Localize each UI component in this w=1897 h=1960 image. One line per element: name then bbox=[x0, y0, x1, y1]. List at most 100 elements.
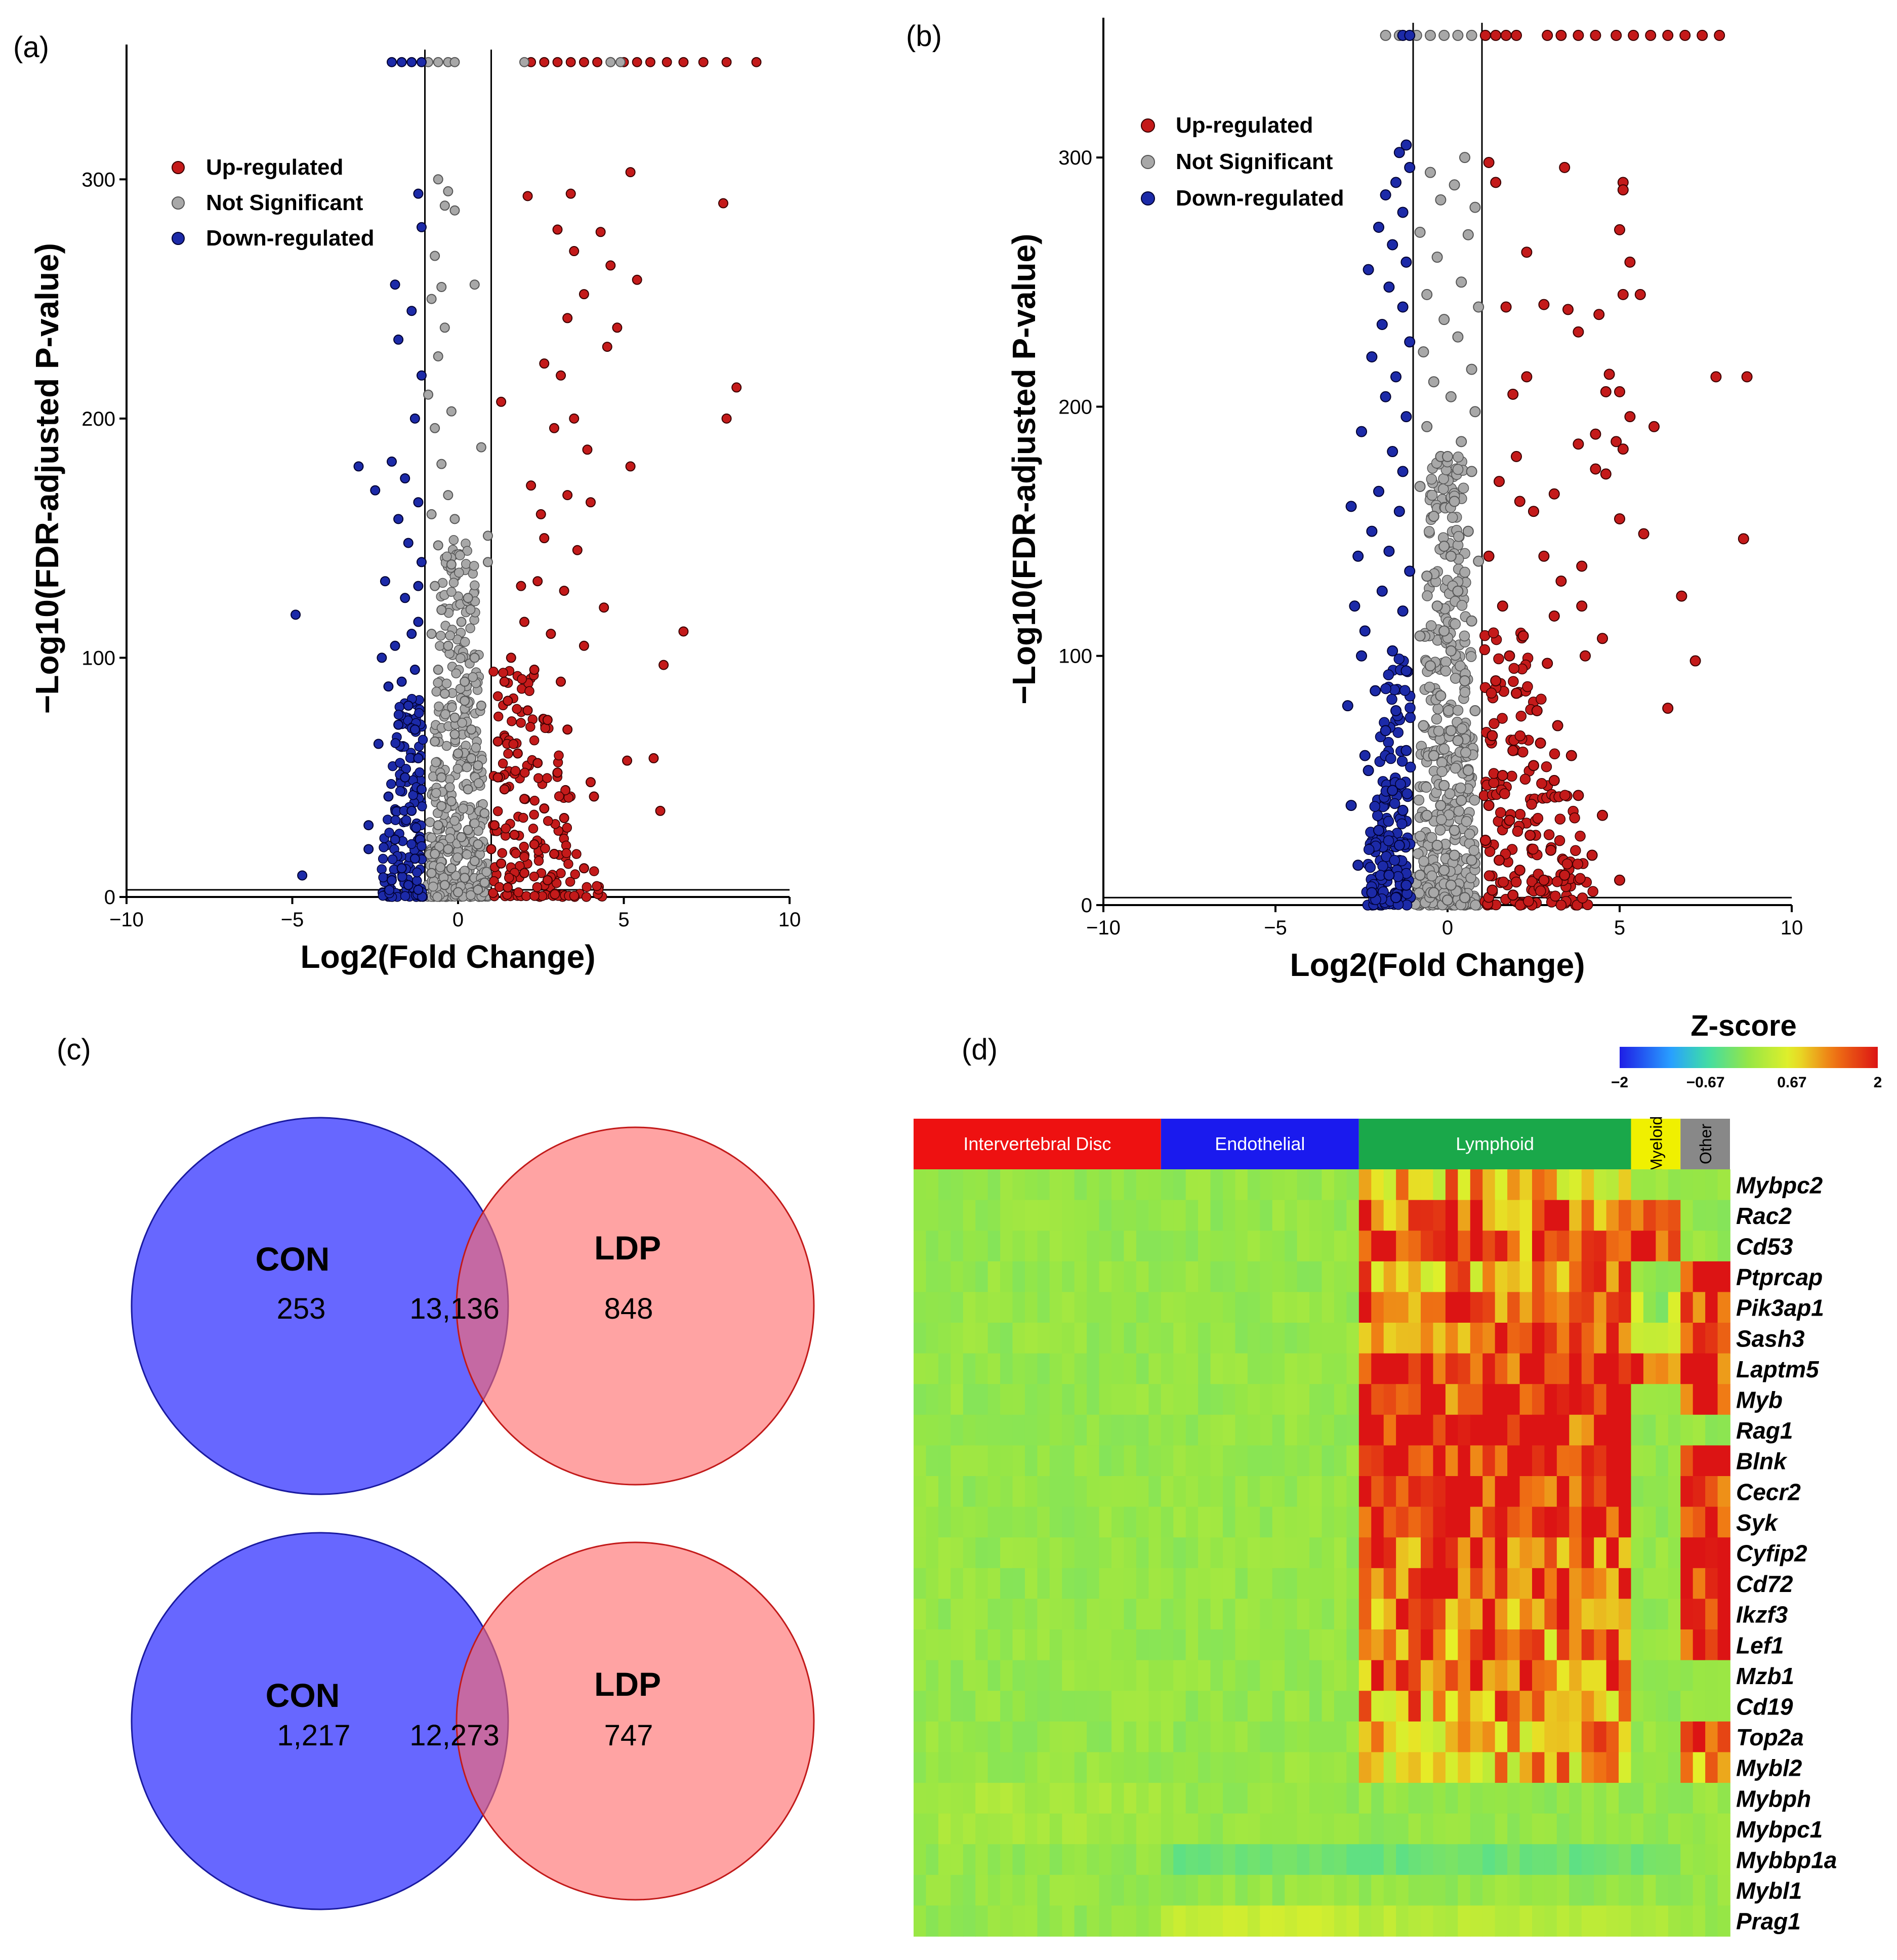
up-regulated-point bbox=[562, 490, 573, 501]
not-significant-point bbox=[1421, 421, 1433, 432]
heatmap-cell bbox=[1705, 1752, 1718, 1783]
heatmap-cell bbox=[1322, 1476, 1335, 1507]
heatmap-cell bbox=[1260, 1323, 1273, 1354]
heatmap-cell bbox=[1222, 1844, 1236, 1875]
heatmap-cell bbox=[1495, 1169, 1508, 1201]
legend-marker bbox=[1141, 191, 1155, 206]
heatmap-cell bbox=[1619, 1323, 1632, 1354]
down-dense-point bbox=[1372, 810, 1383, 821]
heatmap-cell bbox=[1482, 1200, 1496, 1231]
heatmap-cell bbox=[1458, 1353, 1471, 1384]
heatmap-cell bbox=[1012, 1445, 1025, 1477]
x-tick-label: 0 bbox=[1442, 917, 1453, 939]
heatmap-cell bbox=[1309, 1384, 1323, 1415]
ns-dense-point bbox=[452, 852, 463, 863]
heatmap-cell bbox=[963, 1629, 976, 1661]
heatmap-cell bbox=[1148, 1445, 1162, 1477]
heatmap-cell bbox=[951, 1783, 964, 1814]
heatmap-cell bbox=[1680, 1476, 1694, 1507]
up-regulated-point bbox=[1648, 421, 1660, 432]
heatmap-cell bbox=[963, 1353, 976, 1384]
heatmap-cell bbox=[1421, 1691, 1434, 1722]
heatmap-cell bbox=[1124, 1261, 1137, 1293]
heatmap-cell bbox=[1458, 1537, 1471, 1569]
heatmap-cell bbox=[1049, 1323, 1063, 1354]
down-regulated-point bbox=[400, 772, 410, 783]
down-regulated-point bbox=[1352, 550, 1364, 562]
ns-dense-point bbox=[435, 641, 445, 651]
not-significant-point bbox=[482, 530, 493, 541]
heatmap-cell bbox=[951, 1629, 964, 1661]
heatmap-cell bbox=[926, 1292, 939, 1323]
not-significant-point bbox=[430, 581, 440, 591]
down-regulated-point bbox=[1366, 887, 1378, 899]
heatmap-cell bbox=[1408, 1752, 1421, 1783]
heatmap-cell bbox=[1185, 1414, 1199, 1446]
heatmap-cell bbox=[1519, 1721, 1533, 1753]
up-regulated-point bbox=[625, 461, 636, 472]
heatmap-cell bbox=[1173, 1323, 1186, 1354]
up-dense-point bbox=[571, 849, 582, 859]
heatmap-cell bbox=[1495, 1721, 1508, 1753]
heatmap-cell bbox=[1445, 1783, 1459, 1814]
heatmap-cell bbox=[1371, 1445, 1384, 1477]
not-significant-point bbox=[1425, 167, 1436, 178]
heatmap-cell bbox=[1495, 1323, 1508, 1354]
heatmap-cell bbox=[1705, 1568, 1718, 1600]
heatmap-cell bbox=[1049, 1506, 1063, 1538]
heatmap-cell bbox=[1396, 1691, 1409, 1722]
heatmap-cell bbox=[1594, 1353, 1607, 1384]
heatmap-cell bbox=[1668, 1813, 1681, 1845]
up-dense-point bbox=[570, 869, 581, 879]
heatmap-cell bbox=[1049, 1537, 1063, 1569]
heatmap-cell bbox=[1285, 1323, 1298, 1354]
heatmap-cell bbox=[975, 1445, 988, 1477]
heatmap-cell bbox=[1185, 1691, 1199, 1722]
heatmap-cell bbox=[1322, 1537, 1335, 1569]
heatmap-cell bbox=[987, 1537, 1001, 1569]
heatmap-cell bbox=[1433, 1660, 1446, 1691]
heatmap-cell bbox=[975, 1691, 988, 1722]
heatmap-cell bbox=[1693, 1231, 1706, 1262]
legend-label: Not Significant bbox=[1176, 149, 1333, 174]
heatmap-cell bbox=[1458, 1568, 1471, 1600]
heatmap-cell bbox=[1111, 1783, 1125, 1814]
heatmap-cell bbox=[1396, 1414, 1409, 1446]
heatmap-cell bbox=[1519, 1752, 1533, 1783]
heatmap-cell bbox=[1680, 1200, 1694, 1231]
heatmap-cell bbox=[1235, 1660, 1248, 1691]
heatmap-cell bbox=[1643, 1691, 1657, 1722]
heatmap-cell bbox=[1099, 1476, 1112, 1507]
heatmap-cell bbox=[1210, 1353, 1223, 1384]
heatmap-cell bbox=[1421, 1905, 1434, 1937]
heatmap-cell bbox=[1235, 1261, 1248, 1293]
heatmap-cell bbox=[1408, 1721, 1421, 1753]
heatmap-cell bbox=[1532, 1537, 1545, 1569]
up-regulated-point bbox=[539, 533, 550, 544]
ns-dense-point bbox=[445, 782, 455, 792]
heatmap-cell bbox=[1087, 1721, 1100, 1753]
down-regulated-point bbox=[1366, 525, 1378, 537]
heatmap-cell bbox=[1668, 1384, 1681, 1415]
heatmap-cell bbox=[1124, 1292, 1137, 1323]
heatmap-cell bbox=[1309, 1414, 1323, 1446]
heatmap-cell bbox=[1581, 1629, 1594, 1661]
up-dense-point bbox=[518, 812, 528, 823]
not-significant-point bbox=[1421, 809, 1433, 821]
heatmap-cell bbox=[963, 1414, 976, 1446]
heatmap-cell bbox=[1594, 1874, 1607, 1906]
down-regulated-point bbox=[1356, 426, 1367, 437]
up-dense-point bbox=[494, 882, 505, 892]
heatmap-cell bbox=[1581, 1537, 1594, 1569]
heatmap-cell bbox=[1680, 1323, 1694, 1354]
heatmap-cell bbox=[1643, 1506, 1657, 1538]
heatmap-cell bbox=[1606, 1231, 1619, 1262]
heatmap-cell bbox=[1581, 1813, 1594, 1845]
heatmap-cell bbox=[1680, 1169, 1694, 1201]
heatmap-cell bbox=[1581, 1445, 1594, 1477]
heatmap-cell bbox=[1161, 1537, 1174, 1569]
heatmap-cell bbox=[1136, 1568, 1149, 1600]
ns-dense-point bbox=[465, 623, 475, 633]
gene-label: Cd19 bbox=[1736, 1693, 1793, 1720]
heatmap-cell bbox=[1222, 1323, 1236, 1354]
